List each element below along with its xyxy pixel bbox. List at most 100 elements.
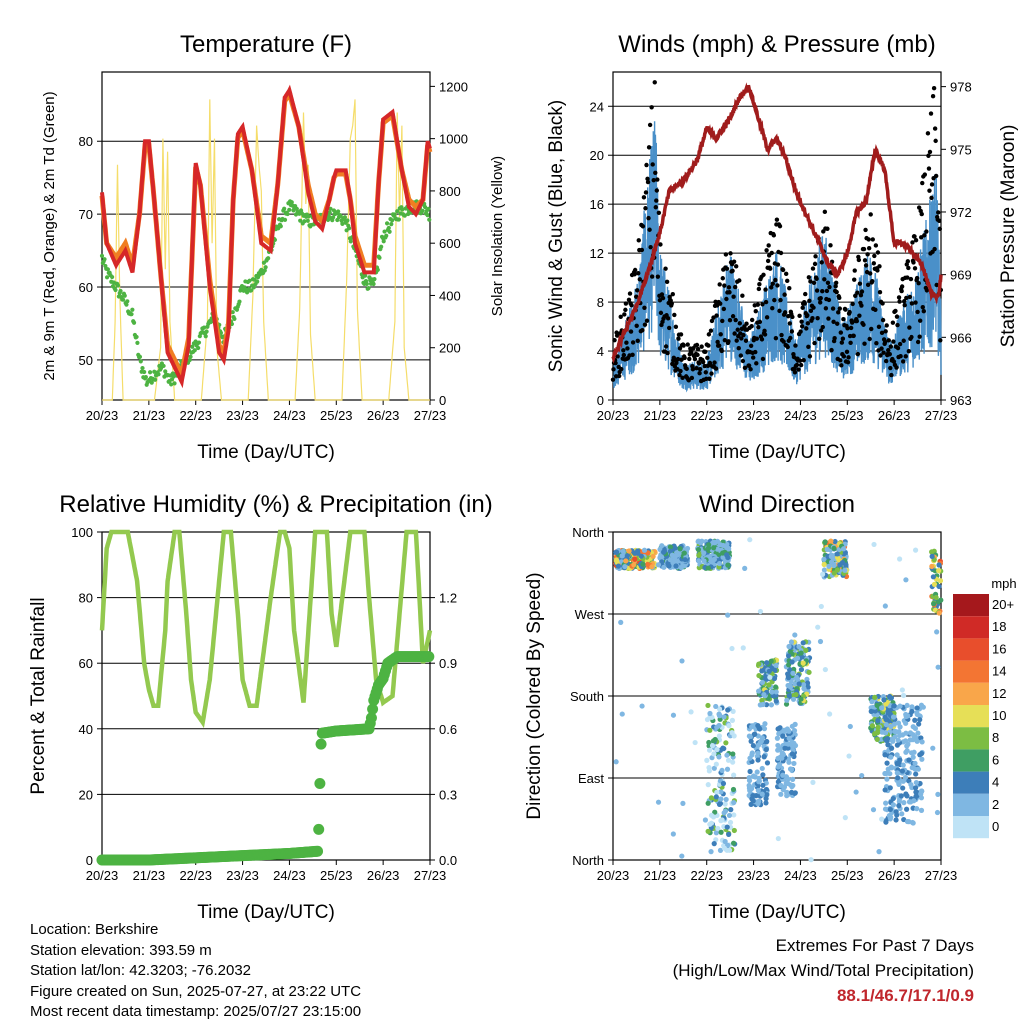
direction-point — [931, 601, 937, 607]
direction-point — [759, 765, 765, 772]
y-tick-label: 8 — [597, 295, 604, 310]
direction-point — [914, 738, 920, 744]
legend-label: 0 — [992, 819, 999, 834]
direction-point — [717, 800, 724, 807]
series-wind-direction — [613, 537, 944, 863]
gust-point — [755, 302, 761, 307]
direction-point — [708, 812, 715, 818]
gust-point — [814, 276, 819, 282]
gust-point — [836, 310, 841, 315]
x-tick-label: 26/23 — [878, 408, 911, 423]
rainfall-point — [365, 712, 377, 724]
series-total-rainfall — [96, 651, 435, 866]
direction-point — [730, 708, 736, 714]
dewpoint-point — [325, 217, 331, 222]
direction-point — [792, 632, 798, 638]
direction-point — [777, 745, 783, 752]
gust-point — [819, 260, 824, 265]
direction-point — [631, 562, 637, 568]
gust-point — [873, 243, 879, 248]
gust-point — [826, 316, 831, 321]
gust-point — [862, 341, 867, 346]
gust-point — [808, 308, 814, 314]
extremes-title: Extremes For Past 7 Days — [775, 936, 974, 955]
gust-point — [848, 325, 854, 331]
direction-point — [874, 736, 880, 742]
gust-point — [797, 358, 803, 363]
direction-point — [750, 742, 756, 749]
y-tick-label: 60 — [79, 656, 93, 671]
gust-point — [682, 355, 687, 361]
gust-point — [844, 349, 850, 355]
gust-point — [774, 217, 780, 222]
gust-point — [663, 344, 669, 349]
gust-point — [701, 359, 706, 365]
x-tick-label: 25/23 — [320, 868, 353, 883]
x-tick-label: 24/23 — [784, 868, 817, 883]
direction-point — [883, 722, 889, 728]
direction-point — [803, 647, 809, 653]
y2-tick-label: 200 — [439, 341, 461, 356]
gust-point — [907, 294, 913, 300]
direction-point — [755, 801, 761, 807]
gust-point — [773, 277, 778, 283]
direction-point — [791, 740, 797, 746]
direction-point — [842, 567, 848, 573]
direction-point — [831, 562, 837, 569]
direction-point — [786, 662, 792, 668]
direction-point — [751, 773, 757, 779]
y-tick-label: 60 — [79, 280, 93, 295]
direction-point — [934, 809, 941, 816]
dewpoint-point — [125, 299, 130, 304]
direction-point — [724, 545, 730, 551]
direction-point — [729, 717, 736, 723]
y2-tick-label: 975 — [950, 142, 972, 157]
direction-point — [787, 684, 794, 690]
series-station-pressure — [611, 82, 943, 364]
direction-point — [622, 563, 628, 570]
direction-point — [776, 731, 782, 737]
direction-point — [618, 619, 624, 625]
dewpoint-point — [102, 257, 107, 262]
gust-point — [894, 314, 900, 319]
direction-point — [896, 798, 902, 805]
legend-swatch — [953, 705, 989, 728]
legend-swatch — [953, 727, 989, 750]
y2-tick-label: 0 — [439, 393, 446, 408]
gust-point — [906, 348, 912, 354]
gust-point — [906, 265, 911, 271]
direction-point — [742, 565, 748, 571]
direction-point — [910, 754, 916, 760]
direction-point — [874, 730, 881, 736]
gust-point — [742, 365, 748, 371]
direction-point — [890, 795, 896, 802]
gust-point — [642, 305, 647, 310]
dewpoint-point — [99, 253, 105, 258]
gust-point — [675, 356, 681, 362]
gust-point — [740, 358, 746, 364]
gust-point — [772, 297, 777, 303]
direction-point — [763, 796, 769, 802]
gust-point — [654, 188, 660, 193]
gust-point — [779, 332, 784, 338]
latlon-text: Station lat/lon: 42.3203; -76.2032 — [30, 962, 252, 979]
direction-point — [670, 712, 677, 718]
direction-point — [800, 640, 806, 646]
direction-point — [731, 812, 737, 818]
gust-point — [718, 332, 723, 337]
gust-point — [845, 360, 851, 365]
direction-point — [726, 812, 733, 819]
gust-point — [610, 377, 616, 382]
gust-point — [903, 354, 908, 359]
direction-point — [730, 786, 737, 793]
gust-point — [655, 274, 661, 279]
direction-point — [711, 841, 717, 847]
gust-point — [687, 356, 692, 362]
direction-point — [868, 708, 874, 714]
gust-point — [865, 282, 871, 288]
gust-point — [822, 209, 828, 215]
dewpoint-point — [237, 299, 242, 304]
direction-point — [716, 713, 723, 719]
gust-point — [685, 342, 690, 347]
direction-point — [726, 847, 733, 853]
